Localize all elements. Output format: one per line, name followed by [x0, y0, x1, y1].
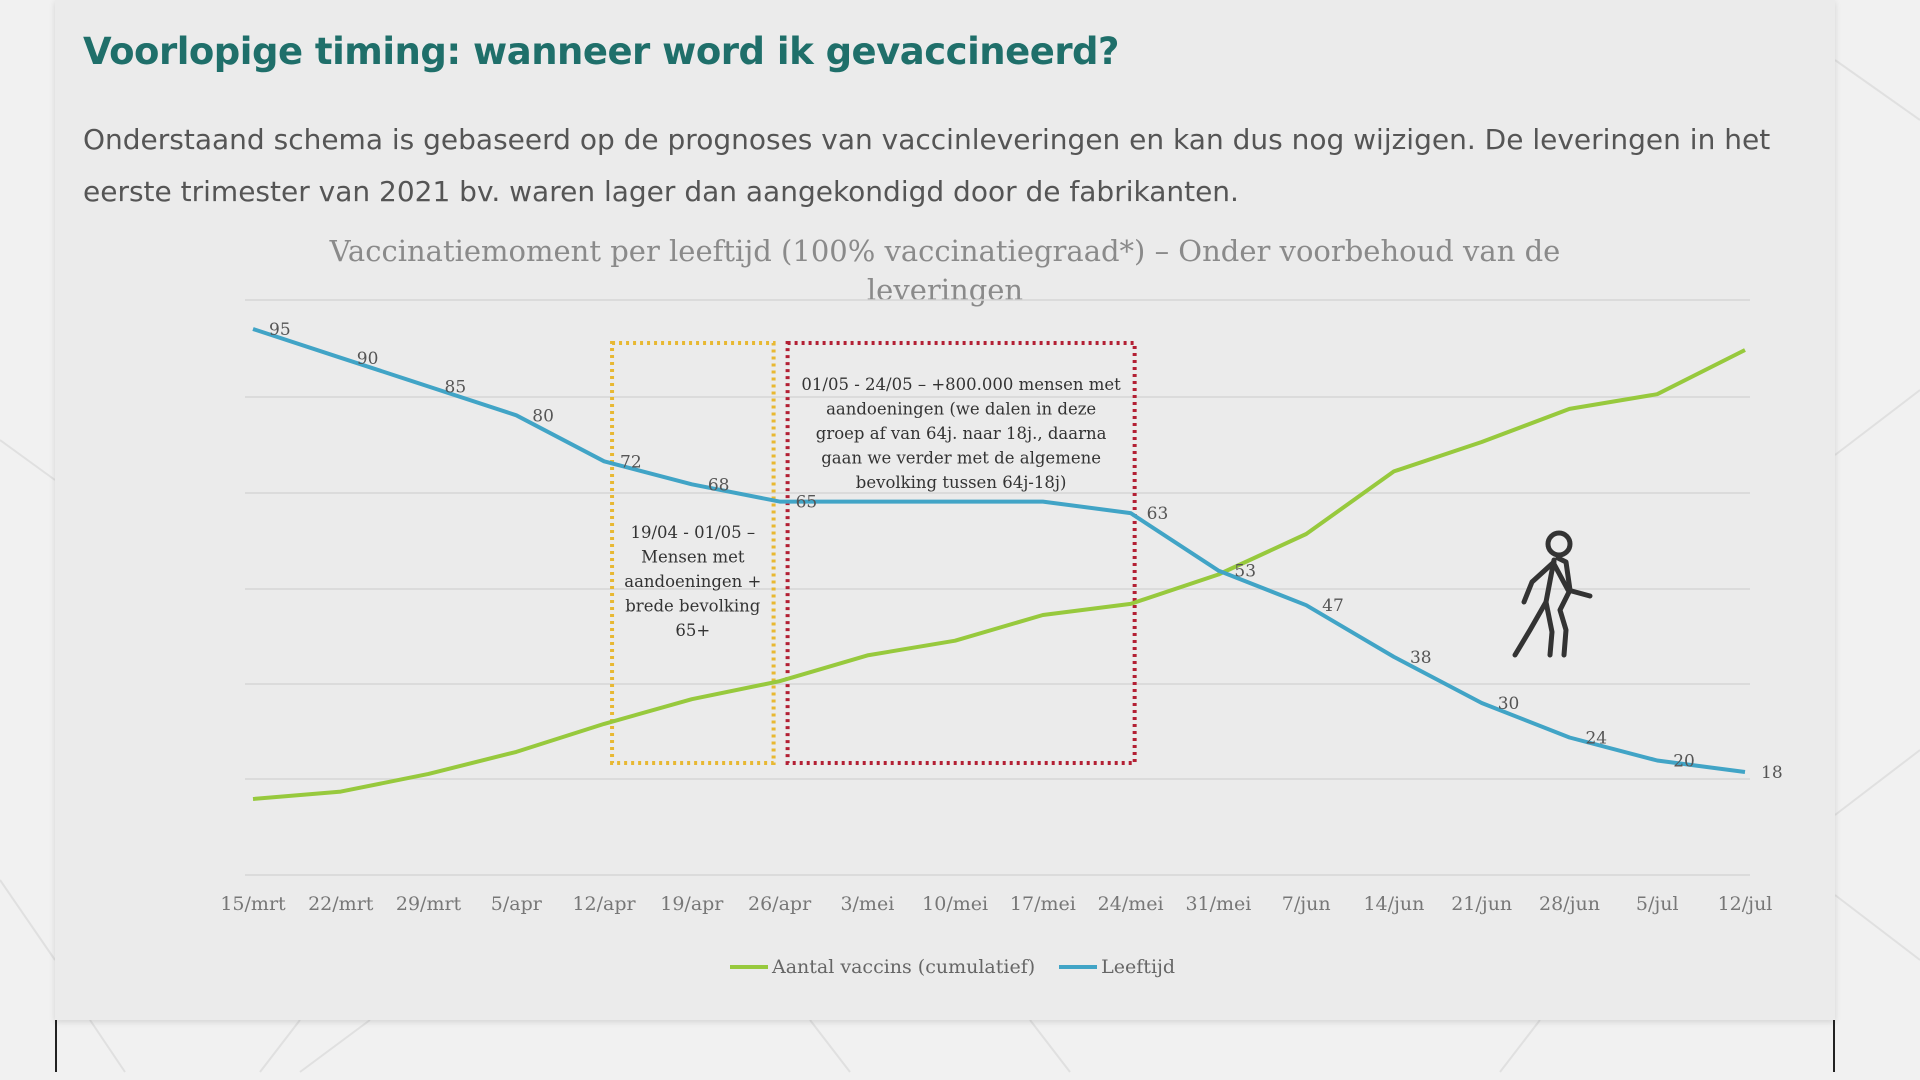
data-label: 18: [1761, 763, 1783, 783]
annotation-box: [785, 341, 1137, 765]
intro-paragraph: Onderstaand schema is gebaseerd op de pr…: [83, 123, 1771, 208]
chart-title-line-1: Vaccinatiemoment per leeftijd (100% vacc…: [329, 234, 1561, 268]
x-tick-label: 10/mei: [922, 893, 988, 915]
chart-title-line-2: leveringen: [867, 273, 1023, 307]
vaccination-chart: Vaccinatiemoment per leeftijd (100% vacc…: [220, 234, 1783, 915]
x-tick-label: 14/jun: [1363, 893, 1424, 915]
data-label: 72: [620, 452, 642, 472]
annotation-text: 65+: [675, 621, 710, 640]
x-tick-label: 3/mei: [840, 893, 894, 915]
data-label: 30: [1498, 694, 1520, 714]
x-tick-label: 24/mei: [1098, 893, 1164, 915]
data-label: 90: [357, 349, 379, 369]
data-label: 20: [1673, 751, 1695, 771]
data-label: 65: [796, 493, 818, 513]
annotation-text: brede bevolking: [625, 597, 761, 616]
x-tick-label: 17/mei: [1010, 893, 1076, 915]
annotation-text: Mensen met: [641, 548, 745, 567]
data-label: 95: [269, 320, 291, 340]
x-tick-label: 22/mrt: [308, 893, 374, 915]
legend-item: Leeftijd: [1059, 956, 1175, 978]
x-tick-label: 19/apr: [660, 893, 724, 915]
x-tick-label: 5/apr: [491, 893, 543, 915]
legend-swatch-blue: [1059, 965, 1098, 969]
x-tick-label: 29/mrt: [396, 893, 462, 915]
annotation-text: aandoeningen (we dalen in deze: [826, 400, 1096, 419]
data-label: 53: [1234, 562, 1256, 582]
x-tick-label: 5/jul: [1636, 893, 1679, 915]
data-label: 47: [1322, 596, 1344, 616]
chart-legend: Aantal vaccins (cumulatief) Leeftijd: [730, 954, 1199, 980]
annotation-box: [610, 341, 776, 765]
annotation-text: 01/05 - 24/05 – +800.000 mensen met: [801, 375, 1121, 394]
content-card: [55, 0, 1835, 1020]
legend-label: Leeftijd: [1101, 956, 1176, 978]
data-label: 68: [708, 475, 730, 495]
page-title: Voorlopige timing: wanneer word ik gevac…: [83, 30, 1120, 73]
x-tick-label: 15/mrt: [220, 893, 286, 915]
legend-swatch-green: [730, 965, 768, 969]
annotation-text: groep af van 64j. naar 18j., daarna: [816, 424, 1107, 443]
x-tick-label: 26/apr: [748, 893, 812, 915]
person-walking-icon: [1512, 530, 1593, 658]
x-tick-label: 7/jun: [1282, 893, 1331, 915]
annotation-text: 19/04 - 01/05 –: [630, 523, 755, 542]
bottom-bar: [55, 1020, 1835, 1072]
data-label: 38: [1410, 648, 1432, 668]
x-tick-label: 28/jun: [1539, 893, 1600, 915]
legend-item: Aantal vaccins (cumulatief): [730, 956, 1035, 978]
annotation-text: aandoeningen +: [624, 572, 761, 591]
x-tick-label: 21/jun: [1451, 893, 1512, 915]
x-tick-label: 12/jul: [1718, 893, 1773, 915]
data-label: 24: [1585, 728, 1607, 748]
vaccins-series-line: [252, 348, 1746, 801]
legend-label: Aantal vaccins (cumulatief): [772, 956, 1036, 978]
x-tick-label: 31/mei: [1185, 893, 1251, 915]
annotation-text: bevolking tussen 64j-18j): [856, 473, 1067, 492]
x-tick-label: 12/apr: [572, 893, 636, 915]
data-label: 85: [445, 378, 467, 398]
annotation-text: gaan we verder met de algemene: [821, 449, 1101, 468]
leeftijd-series-line: [252, 327, 1746, 774]
data-label: 63: [1147, 504, 1169, 524]
data-label: 80: [532, 406, 554, 426]
